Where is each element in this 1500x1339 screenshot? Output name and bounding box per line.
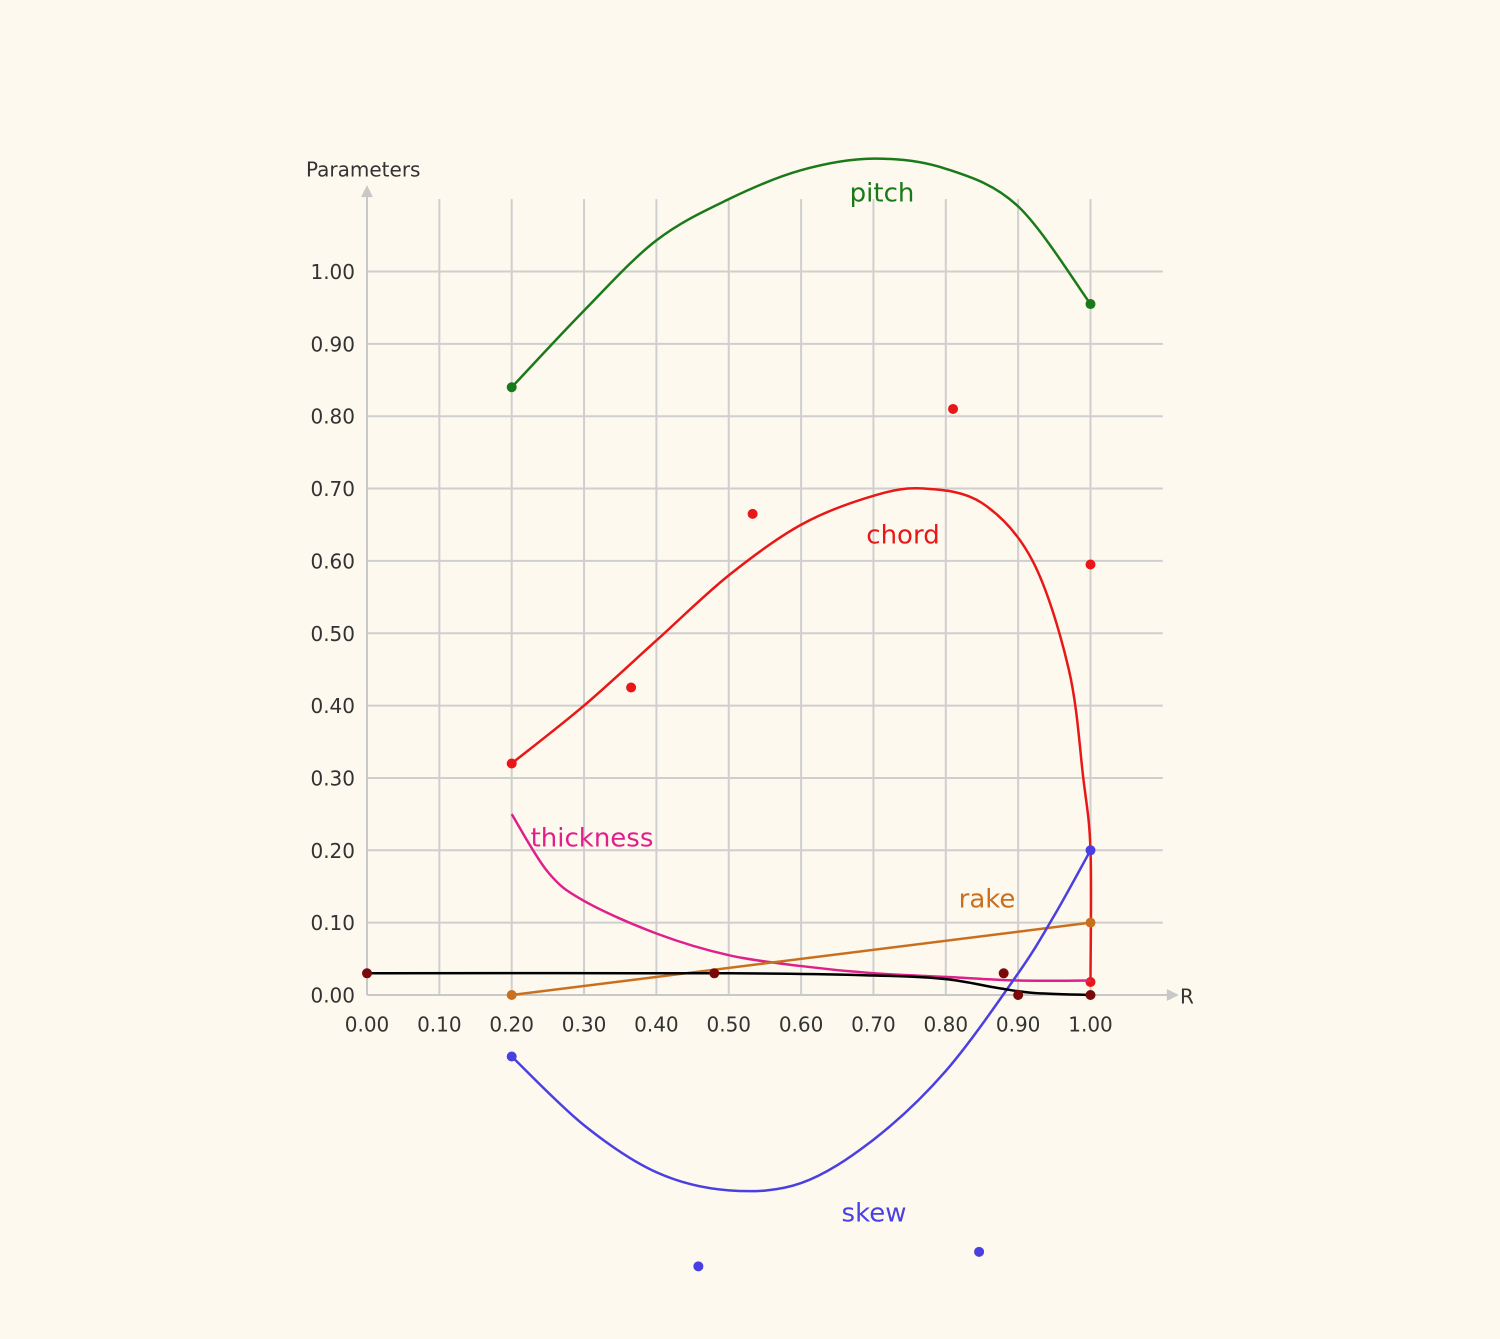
x-tick-label: 0.00 [345,1013,390,1037]
y-tick-label: 0.90 [310,332,355,356]
control-point [974,1246,985,1257]
series-label: thickness [531,824,654,854]
control-point [948,403,959,414]
x-tick-label: 0.90 [996,1013,1041,1037]
series-label: rake [959,885,1016,915]
series-line [366,971,1091,997]
y-tick-label: 0.80 [310,405,355,429]
control-point [1085,845,1096,856]
y-tick-label: 0.00 [310,984,355,1008]
x-tick-label: 0.20 [489,1013,534,1037]
control-point [1085,559,1096,570]
control-point [1085,976,1096,987]
y-axis-label: Parameters [306,158,420,182]
control-point [506,758,517,769]
y-tick-label: 0.40 [310,694,355,718]
control-point [1085,990,1096,1000]
control-point [626,682,637,693]
series-line [510,487,1093,981]
series-label: skew [842,1199,907,1229]
y-tick-label: 0.50 [310,622,355,646]
x-tick-label: 0.50 [706,1013,751,1037]
control-point [693,1261,704,1272]
series-label: pitch [850,179,915,209]
x-tick-label: 0.40 [634,1013,679,1037]
control-point [506,382,517,393]
control-point [747,508,758,519]
series-line [511,921,1091,997]
control-point [362,968,372,979]
x-tick-label: 0.30 [562,1013,607,1037]
control-point [506,990,517,1000]
series-line [510,157,1092,389]
y-tick-label: 0.10 [310,911,355,935]
control-point [1085,917,1096,928]
y-tick-label: 1.00 [310,260,355,284]
x-tick-label: 0.10 [417,1013,462,1037]
x-tick-label: 0.70 [851,1013,896,1037]
x-tick-label: 0.60 [779,1013,824,1037]
control-point [998,968,1009,979]
y-tick-label: 0.70 [310,477,355,501]
y-axis-arrow [361,185,373,198]
x-tick-label: 1.00 [1068,1013,1113,1037]
control-point [1013,990,1024,1000]
y-tick-label: 0.60 [310,549,355,573]
series-label: chord [866,521,939,551]
y-tick-label: 0.20 [310,839,355,863]
x-tick-label: 0.80 [924,1013,969,1037]
y-tick-label: 0.30 [310,766,355,790]
control-point [1085,299,1096,310]
control-point [709,968,720,979]
x-axis-label: R [1180,985,1194,1009]
series-line [510,849,1092,1193]
control-point [506,1051,517,1062]
x-axis-arrow [1166,989,1179,1001]
